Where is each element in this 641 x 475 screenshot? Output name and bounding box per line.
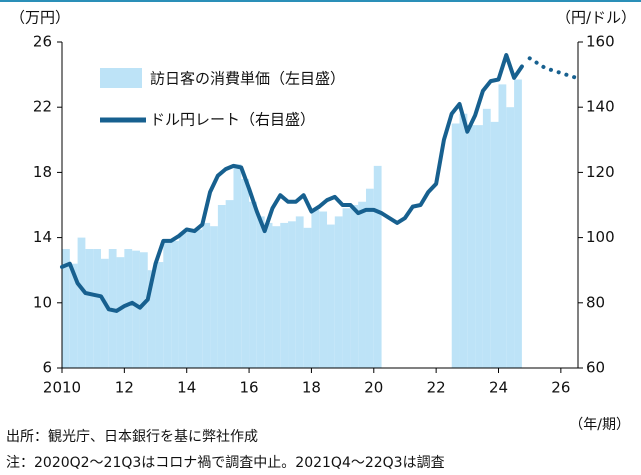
bar <box>93 249 101 368</box>
x-axis-unit: （年/期） <box>569 417 630 433</box>
bar <box>256 216 265 368</box>
bar <box>506 107 515 368</box>
forecast-line <box>527 56 579 80</box>
line <box>60 53 524 313</box>
bar <box>498 84 507 368</box>
bar <box>241 178 250 368</box>
bar <box>124 249 133 368</box>
bar <box>249 201 257 368</box>
bar <box>264 222 273 368</box>
bar <box>163 242 172 368</box>
x-tick-label: 20 <box>364 379 383 397</box>
y-tick-label: 22 <box>33 98 52 116</box>
bar <box>171 240 179 368</box>
bar <box>475 125 483 368</box>
legend-label: 訪日客の消費単価（左目盛） <box>150 70 345 88</box>
bar <box>202 222 211 368</box>
bar <box>327 224 335 368</box>
bar <box>139 252 148 368</box>
bar <box>194 229 203 368</box>
bar <box>319 211 328 368</box>
bar <box>490 121 499 369</box>
x-tick-label: 18 <box>302 379 321 397</box>
bar <box>225 200 234 368</box>
bar <box>178 232 187 368</box>
bar <box>132 250 140 368</box>
bar <box>100 258 109 368</box>
bar <box>459 113 468 368</box>
x-tick-label: 26 <box>551 379 570 397</box>
y-tick-label: 10 <box>33 293 52 311</box>
bar <box>186 231 195 368</box>
bar <box>482 108 491 368</box>
bar <box>116 257 125 368</box>
x-tick-label: 12 <box>115 379 134 397</box>
x-tick-label: 24 <box>489 379 508 397</box>
y2-tick-label: 120 <box>586 163 615 181</box>
bar <box>342 208 351 368</box>
y-tick-label: 26 <box>33 33 52 51</box>
bar <box>350 205 359 368</box>
legend-bar-swatch <box>100 68 142 88</box>
note: 注：2020Q2～21Q3はコロナ禍で調査中止。2021Q4～22Q3は調査 <box>6 455 445 471</box>
y2-tick-label: 100 <box>586 228 615 246</box>
bar <box>514 79 522 369</box>
left-axis-unit: （万円） <box>10 9 70 27</box>
x-tick-label: 22 <box>427 379 446 397</box>
y-tick-label: 6 <box>42 359 52 377</box>
bar <box>295 216 304 368</box>
bar <box>311 209 320 368</box>
bar <box>365 188 374 368</box>
bar <box>155 262 164 368</box>
bar <box>280 222 289 368</box>
y2-tick-label: 60 <box>586 359 605 377</box>
bar <box>334 216 343 368</box>
bar <box>77 237 86 368</box>
bar <box>451 123 460 368</box>
bar <box>467 125 476 368</box>
bar <box>272 226 281 368</box>
x-tick-label: 16 <box>240 379 259 397</box>
y-tick-label: 18 <box>33 163 52 181</box>
legend-label: ドル円レート（右目盛） <box>150 111 315 129</box>
source: 出所：観光庁、日本銀行を基に弊社作成 <box>6 428 258 445</box>
bar <box>373 165 382 368</box>
bar <box>62 249 70 368</box>
bar <box>303 227 312 368</box>
bar <box>217 205 226 368</box>
bar <box>210 226 218 368</box>
right-axis-unit: （円/ドル） <box>556 9 636 27</box>
bar <box>147 270 156 368</box>
x-tick-label: 2010 <box>43 379 81 397</box>
bar <box>233 164 242 368</box>
y2-tick-label: 140 <box>586 98 615 116</box>
y2-tick-label: 80 <box>586 293 605 311</box>
y-tick-label: 14 <box>33 228 52 246</box>
y2-tick-label: 160 <box>586 33 615 51</box>
x-tick-label: 14 <box>177 379 196 397</box>
bar <box>85 249 94 368</box>
bar <box>288 221 296 368</box>
bar <box>69 263 78 368</box>
bar <box>358 201 366 368</box>
